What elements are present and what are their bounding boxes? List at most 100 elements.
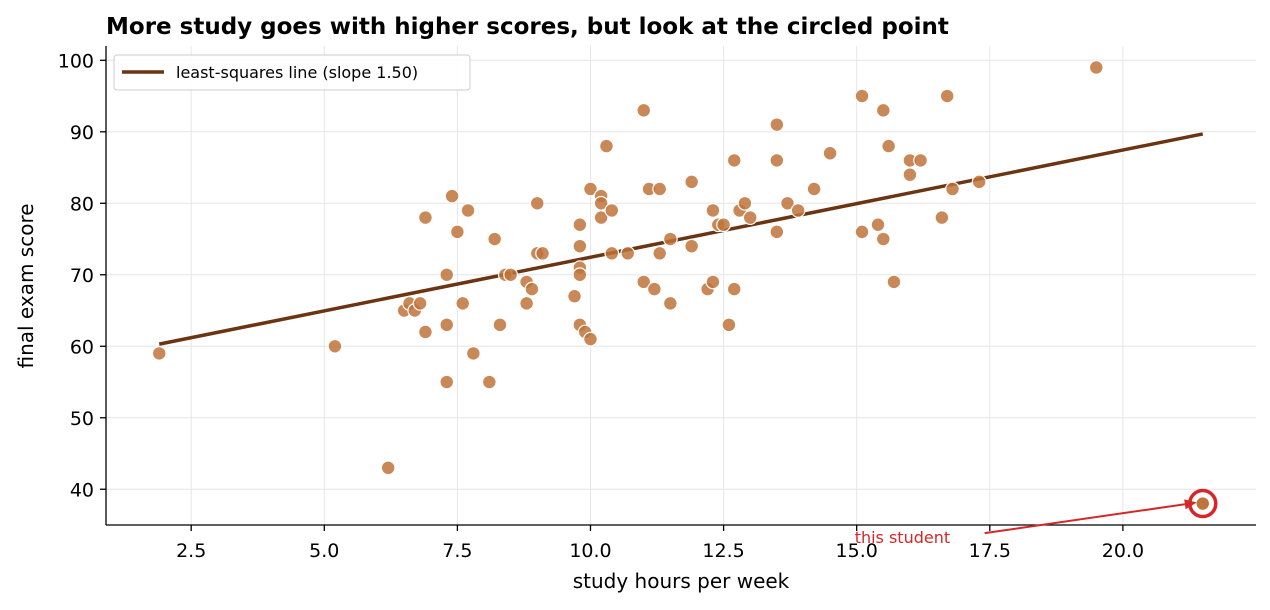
data-point [875, 231, 891, 247]
chart-title: More study goes with higher scores, but … [106, 14, 949, 40]
legend-label: least-squares line (slope 1.50) [176, 63, 418, 82]
data-point [662, 231, 678, 247]
data-point [822, 145, 838, 161]
data-point [444, 188, 460, 204]
data-point [742, 210, 758, 225]
data-point [418, 324, 433, 340]
data-point [652, 181, 668, 197]
x-tick-label: 17.5 [969, 540, 1011, 562]
data-point [790, 203, 806, 218]
data-point [902, 167, 918, 183]
data-point [567, 288, 582, 304]
y-tick-label: 60 [70, 336, 94, 358]
data-point [662, 295, 678, 311]
data-point [721, 317, 737, 333]
data-point [327, 338, 343, 354]
x-tick-label: 2.5 [176, 540, 206, 562]
y-tick-label: 90 [70, 122, 94, 144]
x-tick-label: 7.5 [442, 540, 472, 562]
data-point [524, 281, 540, 297]
x-tick-label: 15.0 [836, 540, 878, 562]
x-axis-label: study hours per week [573, 569, 790, 593]
y-tick-label: 80 [70, 193, 94, 215]
x-tick-label: 5.0 [309, 540, 339, 562]
x-tick-label: 12.5 [702, 540, 744, 562]
highlighted-point [1195, 496, 1211, 511]
data-point [886, 274, 902, 290]
data-point [726, 152, 742, 168]
data-point [780, 195, 795, 211]
data-point [412, 295, 428, 311]
data-point [593, 210, 609, 225]
data-point [460, 203, 476, 218]
data-point [418, 210, 433, 225]
data-point [870, 217, 886, 233]
data-point [684, 174, 700, 190]
data-point [455, 295, 471, 311]
data-point [620, 245, 636, 261]
data-point [971, 174, 987, 190]
data-point [604, 245, 620, 261]
data-point [529, 195, 545, 211]
data-point [492, 317, 508, 333]
data-point [726, 281, 742, 297]
data-point [439, 317, 455, 333]
data-point [705, 274, 721, 290]
data-point [572, 267, 588, 283]
data-point [535, 245, 550, 261]
data-point [769, 152, 785, 168]
data-point [439, 374, 455, 390]
data-point [646, 281, 662, 297]
y-tick-label: 100 [58, 50, 94, 72]
data-point [854, 224, 870, 240]
data-point [465, 346, 481, 361]
data-point [572, 217, 588, 233]
data-point [636, 102, 652, 118]
annotation-text: this student [855, 528, 950, 547]
data-point [652, 245, 668, 261]
data-point [572, 238, 588, 254]
data-point [583, 181, 598, 197]
annotation-arrow [984, 503, 1186, 535]
data-point [945, 181, 960, 197]
data-point [604, 203, 620, 218]
data-point [519, 295, 535, 311]
y-ticks: 40 50 60 70 80 90 100 [58, 50, 106, 501]
y-tick-label: 50 [70, 408, 94, 430]
data-point [875, 102, 891, 118]
x-tick-label: 20.0 [1102, 540, 1144, 562]
data-point [487, 231, 503, 247]
axes [105, 46, 1256, 526]
data-point [583, 331, 598, 347]
data-point [716, 217, 731, 233]
data-point [380, 460, 396, 476]
data-point [769, 117, 785, 133]
data-point [439, 267, 455, 283]
data-point [934, 210, 950, 225]
data-point [481, 374, 497, 390]
data-point [503, 267, 519, 283]
y-axis-label: final exam score [14, 203, 38, 368]
data-point [737, 195, 753, 211]
data-point [939, 88, 955, 104]
least-squares-line [158, 132, 1204, 346]
data-point [151, 346, 167, 361]
y-tick-label: 40 [70, 479, 94, 501]
data-point [913, 152, 928, 168]
data-point [684, 238, 700, 254]
data-point [449, 224, 465, 240]
data-point [769, 224, 785, 240]
data-point [1088, 60, 1104, 75]
data-point [705, 203, 721, 218]
data-point [806, 181, 822, 197]
grid [106, 46, 1256, 525]
data-point [854, 88, 870, 104]
data-point [593, 195, 609, 211]
legend-box [113, 54, 471, 91]
annotation: this student [855, 499, 1197, 547]
data-point [636, 274, 652, 290]
y-tick-label: 70 [70, 265, 94, 287]
data-points [151, 60, 1104, 476]
regression-line-layer [158, 132, 1204, 346]
